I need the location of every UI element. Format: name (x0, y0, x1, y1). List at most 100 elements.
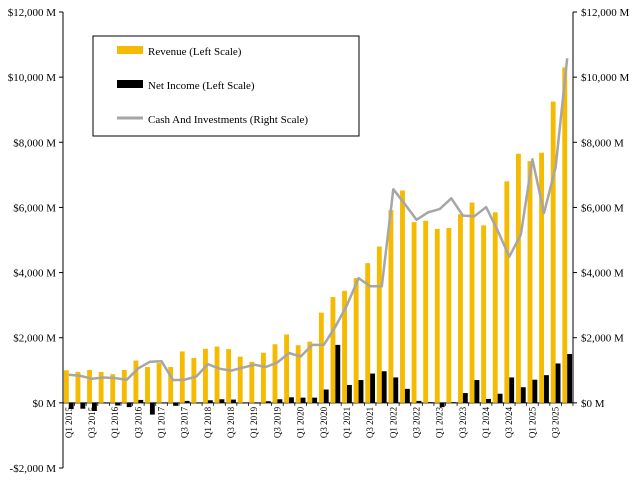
revenue-bar (307, 341, 313, 403)
revenue-bar (110, 374, 116, 403)
revenue-bar (214, 346, 220, 403)
net-income-bar (68, 402, 74, 410)
legend-label-cash: Cash And Investments (Right Scale) (148, 114, 308, 126)
revenue-bar (249, 361, 255, 403)
x-tick-label: Q1 2024 (481, 406, 491, 438)
revenue-bar (63, 370, 69, 403)
x-tick-label: Q1 2023 (435, 406, 445, 438)
revenue-bar (550, 101, 556, 403)
net-income-bar (184, 400, 190, 403)
right-tick-label: $8,000 M (581, 137, 624, 149)
revenue-bars (63, 67, 568, 403)
left-tick-label: $12,000 M (8, 7, 57, 19)
revenue-bar (342, 290, 347, 403)
right-tick-label: $0 M (581, 398, 605, 410)
net-income-bar (300, 397, 306, 403)
net-income-bar (277, 399, 283, 403)
revenue-bar (562, 67, 568, 403)
net-income-bar (520, 387, 526, 403)
revenue-bar (145, 367, 150, 403)
x-tick-label: Q1 2017 (157, 406, 167, 438)
revenue-bar (434, 228, 440, 403)
net-income-bar (474, 380, 480, 403)
revenue-bar (539, 152, 545, 403)
revenue-bar (203, 348, 208, 403)
revenue-bar (133, 360, 139, 403)
revenue-bar (469, 202, 475, 403)
net-income-bar (91, 402, 97, 411)
revenue-bar (353, 278, 359, 403)
net-income-bar (486, 398, 491, 403)
x-tick-label: Q3 2016 (133, 406, 143, 438)
x-tick-label: Q1 2018 (203, 406, 213, 438)
x-tick-label: Q1 2016 (110, 406, 120, 438)
revenue-bar (237, 356, 243, 403)
net-income-bar (462, 393, 468, 403)
revenue-bar (458, 214, 463, 403)
revenue-bar (527, 161, 533, 403)
net-income-bar (358, 380, 364, 403)
left-tick-label: $6,000 M (13, 202, 56, 214)
x-tick-label: Q3 2019 (272, 406, 282, 438)
net-income-bar (126, 402, 132, 408)
x-axis-ticks: Q1 2015 Q3 2015 Q1 2016 Q3 2016 Q1 2017 Q3 20… (62, 402, 574, 438)
x-tick-label: Q1 2021 (342, 407, 352, 438)
net-income-bar (416, 400, 422, 403)
net-income-bar (312, 397, 318, 403)
x-tick-label: Q1 2015 (64, 406, 74, 438)
x-tick-label: Q3 2015 (87, 406, 97, 438)
net-income-bar (173, 402, 178, 406)
revenue-bar (492, 212, 498, 403)
cash-line-group (68, 58, 569, 382)
revenue-bar (272, 344, 278, 403)
net-income-bar (532, 379, 538, 403)
x-tick-label: Q3 2024 (504, 406, 514, 438)
x-tick-label: Q1 2022 (388, 407, 398, 438)
net-income-bar (138, 399, 144, 403)
net-income-bar (149, 402, 155, 415)
revenue-bar (330, 297, 336, 403)
revenue-bar (179, 351, 185, 403)
net-income-bar (242, 402, 248, 404)
net-income-bar (428, 402, 433, 403)
right-tick-label: $10,000 M (581, 72, 630, 84)
revenue-bar (168, 367, 174, 403)
right-tick-label: $2,000 M (581, 333, 624, 345)
net-income-bar (219, 399, 225, 403)
legend-label-net-income: Net Income (Left Scale) (148, 80, 255, 92)
revenue-bar (400, 190, 405, 403)
right-tick-label: $6,000 M (581, 202, 624, 214)
net-income-bar (103, 402, 109, 404)
x-tick-label: Q3 2025 (551, 406, 561, 438)
net-income-bar (381, 371, 387, 403)
right-tick-label: $4,000 M (581, 268, 624, 280)
x-tick-label: Q3 2022 (412, 407, 422, 438)
net-income-bar (497, 393, 503, 403)
net-income-bar (265, 401, 271, 403)
legend-swatch-net-income (117, 80, 143, 88)
x-tick-label: Q1 2020 (296, 406, 306, 438)
revenue-bar (260, 352, 266, 403)
net-income-bars (68, 344, 573, 415)
left-tick-label: $8,000 M (13, 137, 56, 149)
net-income-bar (335, 344, 341, 403)
x-tick-label: Q3 2018 (226, 406, 236, 438)
net-income-bar (161, 402, 167, 404)
x-tick-label: Q3 2017 (180, 406, 190, 438)
net-income-bar (555, 363, 561, 403)
legend-swatch-revenue (117, 46, 143, 54)
revenue-bar (376, 246, 382, 403)
revenue-bar (121, 369, 127, 403)
net-income-bar (346, 384, 352, 403)
left-tick-label: $4,000 M (13, 268, 56, 280)
x-tick-label: Q1 2019 (249, 406, 259, 438)
revenue-bar (515, 153, 521, 403)
net-income-bar (254, 402, 260, 404)
x-tick-label: Q3 2023 (458, 406, 468, 438)
left-axis-ticks: -$2,000 M $0 M $2,000 M $4,000 M $6,000 M $8,… (8, 7, 63, 475)
right-axis-ticks: $0 M $2,000 M $4,000 M $6,000 M $8,000 M $10,… (573, 7, 630, 410)
x-tick-label: Q1 2025 (527, 406, 537, 438)
net-income-bar (439, 402, 445, 408)
net-income-bar (404, 388, 410, 403)
revenue-bar (388, 210, 394, 403)
